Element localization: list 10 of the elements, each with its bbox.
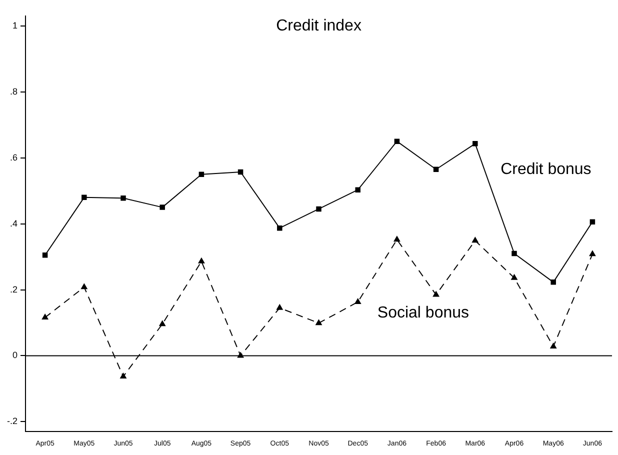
y-tick-label: .4 — [10, 218, 18, 228]
y-tick-label: 1 — [12, 20, 18, 30]
series-label: Credit bonus — [500, 161, 592, 178]
y-tick-label: .8 — [10, 86, 18, 96]
y-tick-label: -.2 — [6, 416, 18, 426]
y-tick-label: 0 — [12, 350, 18, 360]
y-tick-label: .2 — [10, 284, 18, 294]
series-label: Social bonus — [377, 304, 470, 322]
y-tick-label: .6 — [10, 152, 18, 162]
chart-title: Credit index — [276, 17, 362, 34]
